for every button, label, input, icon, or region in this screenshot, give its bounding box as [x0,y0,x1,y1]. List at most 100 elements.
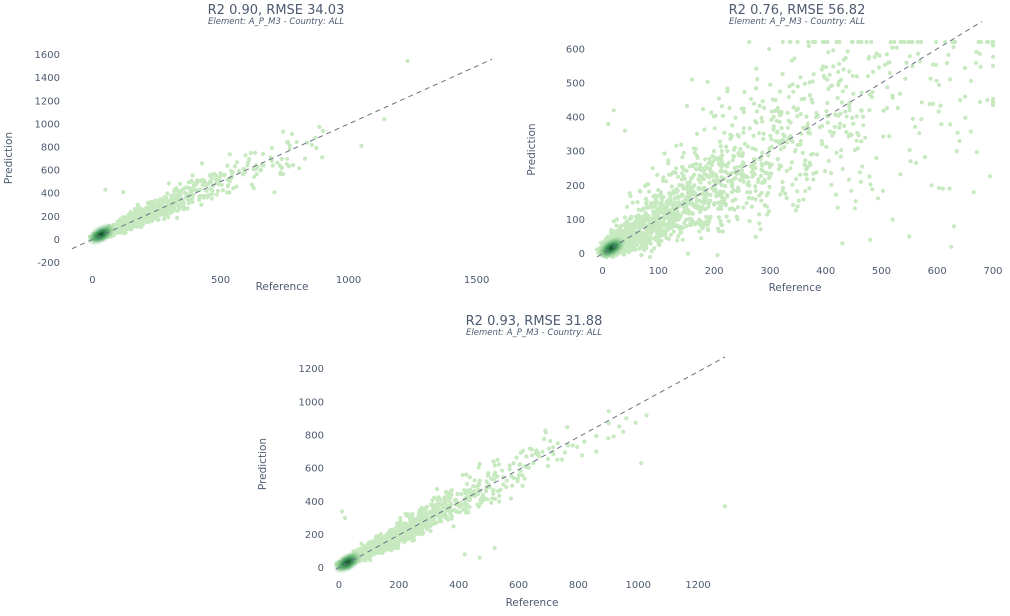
data-point [856,133,861,138]
data-point [261,151,266,157]
data-point [737,170,742,175]
data-point [737,177,743,183]
y-tick-label: 300 [566,147,585,158]
data-point [800,150,805,155]
data-point [907,54,912,59]
chart-panel-2: R2 0.76, RMSE 56.82 Element: A_P_M3 - Cou… [505,0,1010,300]
data-point [718,218,723,224]
data-point [383,547,388,552]
data-point [681,150,686,155]
data-point [780,179,785,185]
data-point [887,134,892,139]
data-point [178,191,183,197]
data-point [820,123,825,129]
data-point [407,535,412,540]
data-point [477,461,482,467]
data-point [913,124,918,129]
data-point [802,162,807,167]
data-point [787,39,792,45]
data-point [451,524,456,529]
data-point [673,200,678,205]
data-point [428,521,433,526]
data-point [210,191,215,197]
data-point [775,139,780,144]
outlier-point [492,545,497,550]
data-point [468,487,473,492]
data-point [761,136,766,142]
data-point [640,244,645,249]
data-point [760,180,765,185]
data-point [676,200,681,205]
data-point [842,123,847,128]
data-point [867,174,872,179]
data-point [680,171,685,176]
data-point [824,65,829,70]
data-point [516,473,522,478]
data-point [432,521,438,526]
data-point [668,201,673,206]
data-point [790,82,795,87]
data-point [732,154,737,159]
data-point [449,502,454,507]
data-point [890,93,895,98]
data-point [679,142,684,147]
data-point [835,96,840,101]
outlier-point [954,149,959,154]
data-point [719,169,724,174]
data-point [166,181,171,186]
data-point [416,520,421,525]
data-point [435,514,440,519]
x-tick-label: 1500 [464,275,489,286]
data-point [990,63,996,68]
data-point [662,151,667,156]
data-point [305,140,310,145]
data-point [910,116,915,121]
data-point [844,130,849,135]
data-point [220,188,225,193]
data-point [441,505,446,510]
data-point [669,184,674,189]
outlier-point [477,555,482,560]
data-point [197,197,202,202]
data-point [234,184,239,189]
data-point [194,181,199,186]
data-point [654,238,660,243]
data-point [840,166,845,172]
data-point [887,70,892,76]
data-point [410,538,415,543]
data-point [838,154,843,159]
data-point [178,194,183,200]
data-point [559,457,564,462]
data-point [463,491,468,496]
data-point [725,89,730,94]
data-point [652,200,657,205]
data-point [510,483,515,488]
data-point [745,144,750,149]
data-point [402,530,407,535]
data-point [622,250,627,255]
x-axis-label: Reference [769,282,822,294]
data-point [659,238,664,243]
data-point [808,162,813,167]
data-point [649,218,654,224]
data-point [820,39,825,45]
data-point [172,187,177,192]
data-point [704,196,709,201]
data-point [507,463,512,468]
data-point [379,549,384,555]
data-point [645,216,651,221]
data-point [270,163,275,168]
data-point [829,171,834,176]
data-point [661,220,666,225]
data-point [219,182,224,187]
data-point [279,156,284,162]
data-point [695,204,700,209]
data-point [890,45,895,50]
data-point [895,106,900,111]
outlier-point [606,436,611,441]
data-point [227,152,232,157]
data-point [625,204,630,209]
outlier-point [957,138,962,144]
data-point [735,188,740,193]
data-point [684,168,689,173]
